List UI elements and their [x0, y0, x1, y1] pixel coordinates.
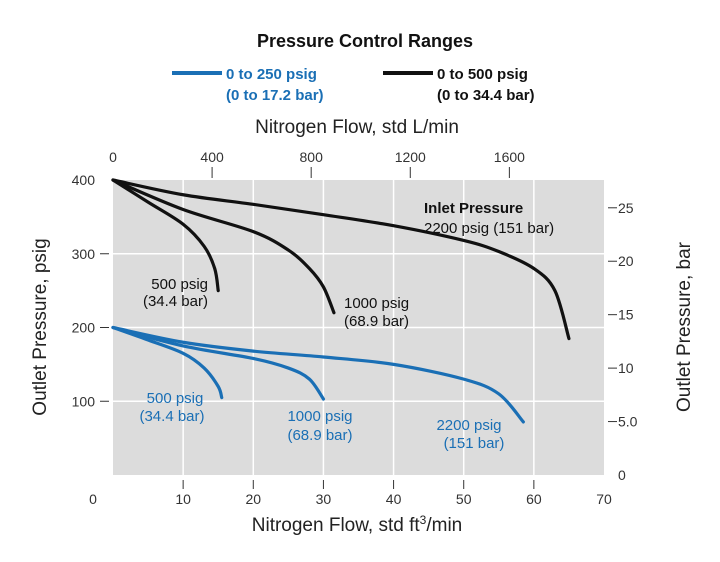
x-tick-label: 30 — [316, 491, 332, 507]
x-tick-label: 70 — [596, 491, 612, 507]
x-axis-label-sup: 3 — [420, 513, 427, 527]
x-tick-label: 40 — [386, 491, 402, 507]
series-line — [111, 325, 224, 400]
label-black-2200: 2200 psig (151 bar) — [424, 220, 554, 237]
label-blue-1000-b: (68.9 bar) — [287, 427, 352, 444]
x-tick-label: 60 — [526, 491, 542, 507]
x2-tick-label: 1600 — [494, 149, 525, 165]
chart-title: Pressure Control Ranges — [257, 31, 473, 51]
label-blue-2200-a: 2200 psig — [436, 417, 501, 434]
label-blue-2200-b: (151 bar) — [444, 435, 505, 452]
x-tick-label: 0 — [89, 491, 97, 507]
x2-tick-label: 0 — [109, 149, 117, 165]
x-axis-label: Nitrogen Flow, std ft3/min — [252, 513, 463, 536]
series-line — [111, 178, 336, 315]
x-axis-label-main: Nitrogen Flow, std ft — [252, 515, 421, 536]
y-tick-label: 400 — [72, 172, 96, 188]
top-axis-label: Nitrogen Flow, std L/min — [255, 117, 459, 138]
y2-tick-label: 15 — [618, 307, 634, 323]
legend-black-line1: 0 to 500 psig — [437, 66, 528, 83]
series-line — [111, 325, 326, 401]
y-tick-label: 200 — [72, 320, 96, 336]
y2-tick-label: 20 — [618, 253, 634, 269]
label-blue-500-a: 500 psig — [147, 390, 204, 407]
x2-tick-label: 1200 — [395, 149, 426, 165]
x2-tick-label: 400 — [200, 149, 224, 165]
label-black-500-b: (34.4 bar) — [143, 293, 208, 310]
x-axis-label-tail: /min — [426, 515, 462, 536]
x2-tick-label: 800 — [300, 149, 324, 165]
y2-tick-label: 10 — [618, 360, 634, 376]
series-line — [111, 178, 220, 293]
y2-axis-label: Outlet Pressure, bar — [674, 241, 695, 412]
legend-blue-line2: (0 to 17.2 bar) — [226, 87, 324, 104]
label-black-500-a: 500 psig — [151, 276, 208, 293]
label-black-1000-a: 1000 psig — [344, 295, 409, 312]
y-tick-label: 100 — [72, 393, 96, 409]
y-tick-label: 300 — [72, 246, 96, 262]
series-line — [111, 325, 525, 424]
x-tick-label: 50 — [456, 491, 472, 507]
y2-tick-label: 0 — [618, 467, 626, 483]
inlet-pressure-header: Inlet Pressure — [424, 200, 523, 217]
y2-tick-label: 5.0 — [618, 414, 638, 430]
label-blue-500-b: (34.4 bar) — [139, 408, 204, 425]
series-line — [111, 178, 571, 341]
label-blue-1000-a: 1000 psig — [287, 408, 352, 425]
label-black-1000-b: (68.9 bar) — [344, 313, 409, 330]
x-tick-label: 10 — [175, 491, 191, 507]
legend-black-line2: (0 to 34.4 bar) — [437, 87, 535, 104]
legend-blue-line1: 0 to 250 psig — [226, 66, 317, 83]
y2-tick-label: 25 — [618, 200, 634, 216]
x-tick-label: 20 — [245, 491, 261, 507]
y-axis-label: Outlet Pressure, psig — [30, 238, 51, 415]
